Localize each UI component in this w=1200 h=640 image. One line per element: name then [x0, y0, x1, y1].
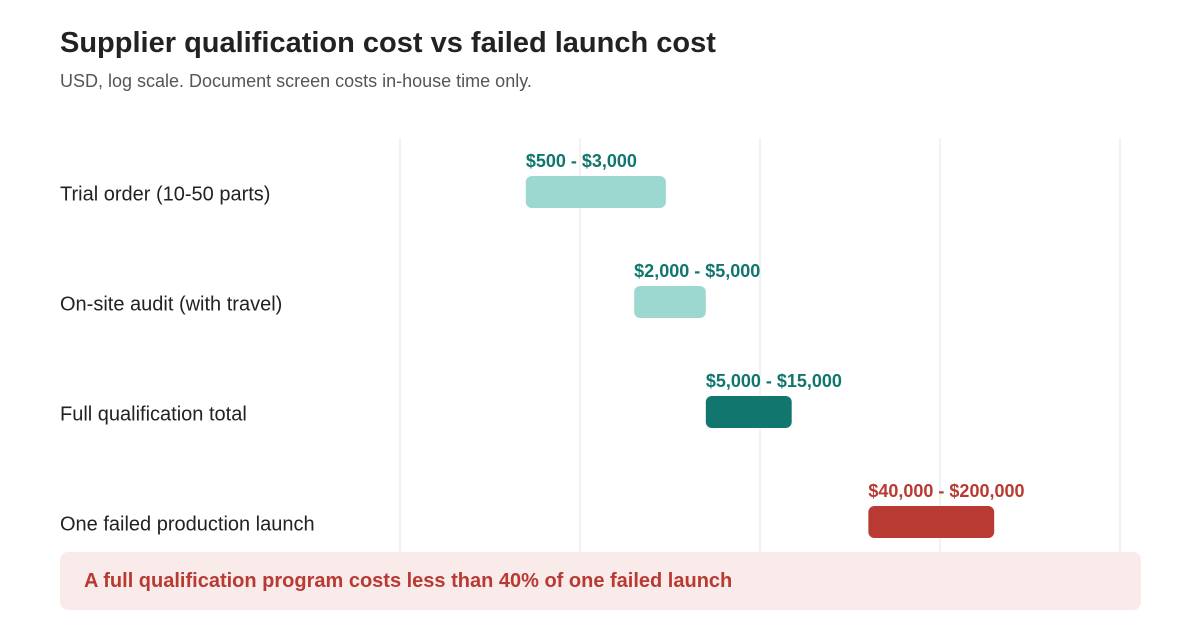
- range-bar: [705, 396, 792, 428]
- callout-box: A full qualification program costs less …: [60, 552, 1141, 610]
- chart-subtitle: USD, log scale. Document screen costs in…: [60, 71, 532, 91]
- callout-text: A full qualification program costs less …: [84, 570, 733, 592]
- chart-rows: Trial order (10-50 parts) $500 - $3,000 On…: [60, 151, 1025, 538]
- range-bar-chart: Trial order (10-50 parts) $500 - $3,000 On…: [60, 138, 1121, 552]
- range-value-label: $40,000 - $200,000: [868, 481, 1024, 501]
- range-bar: [634, 286, 706, 318]
- category-label: One failed production launch: [60, 513, 315, 535]
- category-label: On-site audit (with travel): [60, 293, 282, 315]
- range-value-label: $2,000 - $5,000: [634, 261, 760, 281]
- range-value-label: $5,000 - $15,000: [706, 371, 842, 391]
- category-label: Full qualification total: [60, 403, 247, 425]
- range-bar: [525, 176, 666, 208]
- category-label: Trial order (10-50 parts): [60, 183, 270, 205]
- chart-title: Supplier qualification cost vs failed la…: [60, 27, 716, 59]
- range-bar: [868, 506, 995, 538]
- range-value-label: $500 - $3,000: [526, 151, 637, 171]
